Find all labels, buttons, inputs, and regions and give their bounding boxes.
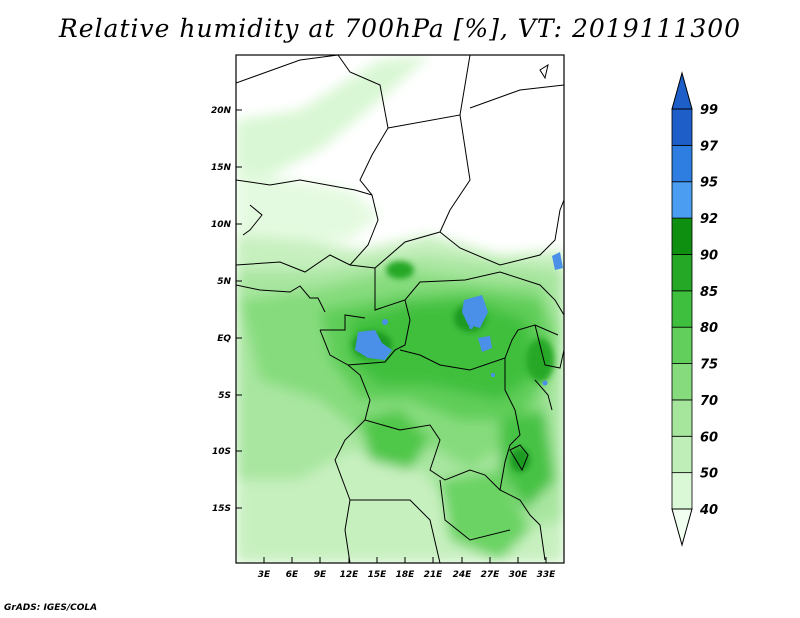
colorbar-bin	[671, 363, 693, 401]
lon-tick-label: 3E	[258, 570, 271, 580]
colorbar-label: 70	[700, 394, 718, 409]
lon-tick-label: 27E	[481, 570, 501, 580]
colorbar-bin	[671, 254, 693, 292]
lat-axis: 20N 15N 10N 5N EQ 5S 10S 15S	[211, 106, 242, 514]
lon-tick-label: 33E	[537, 570, 557, 580]
colorbar-bin	[671, 108, 693, 146]
colorbar-bin	[671, 472, 693, 510]
lat-tick-label: 15N	[211, 163, 232, 173]
lon-tick-label: 6E	[286, 570, 299, 580]
colorbar-label: 60	[700, 430, 718, 445]
lon-tick-label: 15E	[368, 570, 388, 580]
colorbar-bin	[671, 435, 693, 474]
colorbar-max-arrow	[671, 71, 693, 110]
colorbar-label: 75	[700, 358, 718, 373]
lon-tick-label: 30E	[509, 570, 529, 580]
colorbar-label: 50	[700, 467, 718, 482]
colorbar-label: 90	[700, 248, 718, 263]
colorbar-label: 40	[699, 503, 718, 518]
lat-tick-label: 5S	[218, 391, 231, 401]
colorbar-label: 92	[700, 212, 718, 227]
humidity-field	[236, 55, 564, 563]
colorbar: 40 50 60 70 75 80 85 90 92 95 97 99	[671, 71, 719, 547]
colorbar-label: 97	[700, 139, 719, 154]
lon-tick-label: 18E	[396, 570, 416, 580]
lon-tick-label: 12E	[340, 570, 360, 580]
lon-tick-label: 21E	[424, 570, 444, 580]
saturated-areas	[355, 252, 563, 386]
lon-tick-label: 9E	[314, 570, 327, 580]
colorbar-label: 85	[700, 285, 718, 300]
colorbar-bin	[671, 326, 693, 364]
map-title: Relative humidity at 700hPa [%], VT: 201…	[58, 14, 742, 43]
map-frame	[235, 54, 565, 564]
colorbar-bin	[671, 217, 693, 255]
lat-tick-label: 15S	[212, 504, 231, 514]
country-borders	[236, 55, 564, 563]
colorbar-min-arrow	[671, 508, 693, 547]
colorbar-bin	[671, 399, 693, 437]
lat-tick-label: 20N	[211, 106, 232, 116]
colorbar-label: 99	[700, 103, 718, 118]
colorbar-bin	[671, 181, 693, 219]
lat-tick-label: EQ	[217, 334, 231, 344]
lat-tick-label: 10S	[212, 447, 231, 457]
grads-credit: GrADS: IGES/COLA	[4, 603, 98, 613]
colorbar-bin	[671, 290, 693, 328]
lat-tick-label: 5N	[217, 277, 231, 287]
colorbar-label: 80	[700, 321, 718, 336]
lat-tick-label: 10N	[211, 220, 232, 230]
colorbar-bin	[671, 144, 693, 183]
lon-axis: 3E 6E 9E 12E 15E 18E 21E 24E 27E 30E 33E	[258, 557, 556, 580]
lon-tick-label: 24E	[453, 570, 473, 580]
colorbar-label: 95	[700, 176, 718, 191]
